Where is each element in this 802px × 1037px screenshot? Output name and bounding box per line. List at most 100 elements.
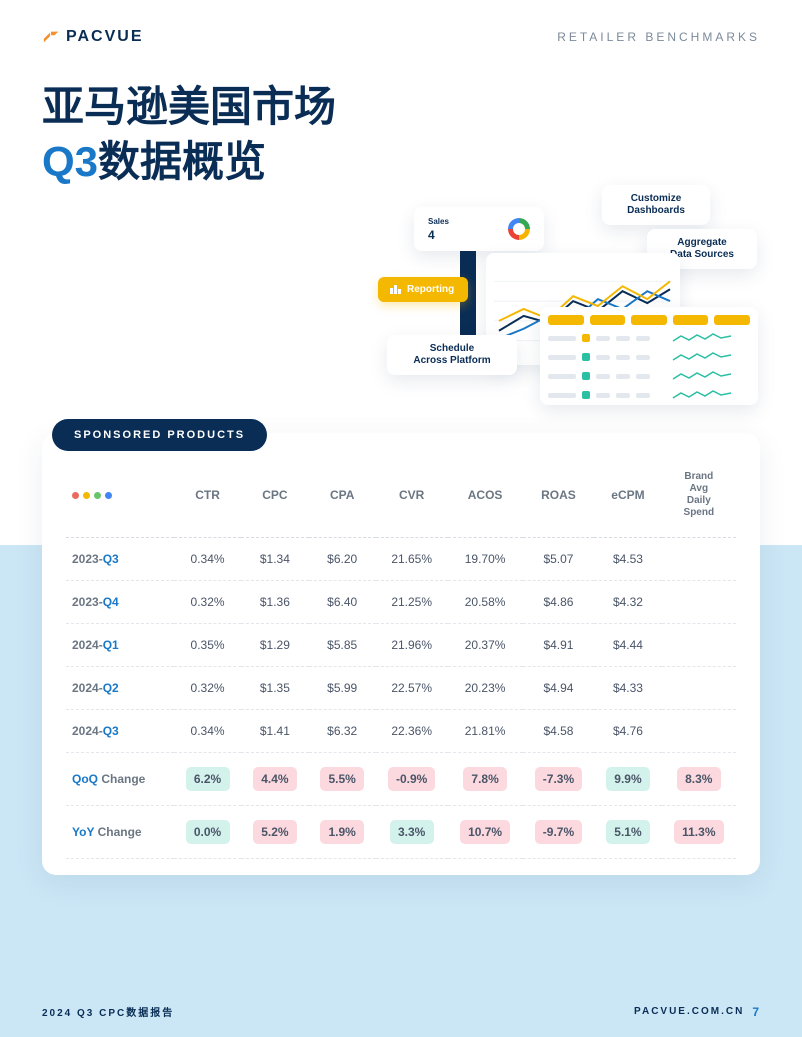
change-cell: 10.7% — [448, 806, 523, 859]
metric-cell: $4.53 — [594, 538, 661, 581]
col-header: CTR — [174, 461, 241, 538]
change-row: YoY Change0.0%5.2%1.9%3.3%10.7%-9.7%5.1%… — [66, 806, 736, 859]
metric-cell: $5.99 — [309, 667, 376, 710]
metric-cell: 21.81% — [448, 710, 523, 753]
metric-cell: $4.44 — [594, 624, 661, 667]
metric-cell: $4.76 — [594, 710, 661, 753]
row-period: 2024-Q1 — [66, 624, 174, 667]
col-header: CPA — [309, 461, 376, 538]
title-line1: 亚马逊美国市场 — [42, 83, 336, 130]
metric-cell: $4.32 — [594, 581, 661, 624]
metric-cell — [662, 538, 736, 581]
change-row: QoQ Change6.2%4.4%5.5%-0.9%7.8%-7.3%9.9%… — [66, 753, 736, 806]
row-period: 2024-Q2 — [66, 667, 174, 710]
schedule-label: Schedule Across Platform — [413, 343, 490, 367]
customize-label: Customize Dashboards — [627, 193, 685, 217]
metric-cell: $1.34 — [241, 538, 308, 581]
change-cell: -0.9% — [376, 753, 448, 806]
metric-cell: $1.36 — [241, 581, 308, 624]
section-pill: SPONSORED PRODUCTS — [52, 419, 267, 451]
footer-url: PACVUE.COM.CN — [634, 1006, 744, 1017]
metric-cell: $6.40 — [309, 581, 376, 624]
page-title: 亚马逊美国市场 Q3数据概览 — [42, 80, 760, 189]
metric-cell: 0.32% — [174, 667, 241, 710]
mini-table-row — [548, 388, 750, 402]
change-label: QoQ Change — [66, 753, 174, 806]
col-header: ACOS — [448, 461, 523, 538]
change-cell: -7.3% — [523, 753, 595, 806]
mini-table-row — [548, 331, 750, 345]
col-header: CVR — [376, 461, 448, 538]
metric-cell: 0.34% — [174, 538, 241, 581]
metric-cell: $1.35 — [241, 667, 308, 710]
title-line2: 数据概览 — [98, 138, 266, 185]
change-cell: 4.4% — [241, 753, 308, 806]
metric-cell: $4.33 — [594, 667, 661, 710]
change-cell: -9.7% — [523, 806, 595, 859]
metric-cell: 22.57% — [376, 667, 448, 710]
mini-table-row — [548, 350, 750, 364]
reporting-badge: Reporting — [378, 277, 468, 302]
window-dots — [66, 461, 174, 538]
page-footer: 2024 Q3 CPC数据报告 PACVUE.COM.CN 7 — [42, 988, 760, 1019]
change-cell: 1.9% — [309, 806, 376, 859]
sales-label: Sales — [428, 217, 449, 226]
logo-icon — [42, 28, 60, 46]
metric-cell: $4.94 — [523, 667, 595, 710]
metric-cell: $4.58 — [523, 710, 595, 753]
sales-value: 4 — [428, 228, 449, 242]
change-cell: 7.8% — [448, 753, 523, 806]
mini-table-card — [540, 307, 758, 405]
metric-cell: 0.35% — [174, 624, 241, 667]
change-cell: 5.5% — [309, 753, 376, 806]
table-row: 2024-Q30.34%$1.41$6.3222.36%21.81%$4.58$… — [66, 710, 736, 753]
col-header: CPC — [241, 461, 308, 538]
change-cell: 8.3% — [662, 753, 736, 806]
footer-left: 2024 Q3 CPC数据报告 — [42, 1004, 174, 1019]
metric-cell: 0.34% — [174, 710, 241, 753]
title-accent: Q3 — [42, 138, 98, 185]
change-cell: 3.3% — [376, 806, 448, 859]
metric-cell: $1.41 — [241, 710, 308, 753]
col-header: eCPM — [594, 461, 661, 538]
change-cell: 6.2% — [174, 753, 241, 806]
metric-cell — [662, 710, 736, 753]
metric-cell: $4.86 — [523, 581, 595, 624]
metric-cell: 20.58% — [448, 581, 523, 624]
hero-illustration: Sales 4 Customize Dashboards Aggregate D… — [42, 179, 760, 419]
table-row: 2024-Q10.35%$1.29$5.8521.96%20.37%$4.91$… — [66, 624, 736, 667]
change-label: YoY Change — [66, 806, 174, 859]
bar-chart-icon — [390, 285, 401, 294]
row-period: 2024-Q3 — [66, 710, 174, 753]
change-cell: 0.0% — [174, 806, 241, 859]
metric-cell: 19.70% — [448, 538, 523, 581]
change-cell: 11.3% — [662, 806, 736, 859]
mini-table-row — [548, 369, 750, 383]
metric-cell — [662, 624, 736, 667]
sales-card: Sales 4 — [414, 207, 544, 251]
change-cell: 5.1% — [594, 806, 661, 859]
metric-cell: $1.29 — [241, 624, 308, 667]
data-panel: CTRCPCCPACVRACOSROASeCPMBrandAvgDailySpe… — [42, 433, 760, 875]
mini-table-header — [548, 315, 750, 325]
row-period: 2023-Q3 — [66, 538, 174, 581]
metric-cell: 21.65% — [376, 538, 448, 581]
metric-cell: $6.32 — [309, 710, 376, 753]
donut-chart-icon — [508, 218, 530, 240]
reporting-label: Reporting — [407, 284, 454, 295]
brand-logo: PACVUE — [42, 28, 144, 46]
metric-cell — [662, 581, 736, 624]
page-header: PACVUE RETAILER BENCHMARKS — [42, 28, 760, 46]
schedule-card: Schedule Across Platform — [387, 335, 517, 375]
metric-cell: 21.25% — [376, 581, 448, 624]
metrics-table: CTRCPCCPACVRACOSROASeCPMBrandAvgDailySpe… — [66, 461, 736, 859]
metric-cell: $5.07 — [523, 538, 595, 581]
table-row: 2023-Q40.32%$1.36$6.4021.25%20.58%$4.86$… — [66, 581, 736, 624]
header-tagline: RETAILER BENCHMARKS — [557, 30, 760, 44]
change-cell: 9.9% — [594, 753, 661, 806]
metric-cell: $5.85 — [309, 624, 376, 667]
metric-cell: $4.91 — [523, 624, 595, 667]
table-row: 2023-Q30.34%$1.34$6.2021.65%19.70%$5.07$… — [66, 538, 736, 581]
metric-cell: 20.23% — [448, 667, 523, 710]
metric-cell — [662, 667, 736, 710]
